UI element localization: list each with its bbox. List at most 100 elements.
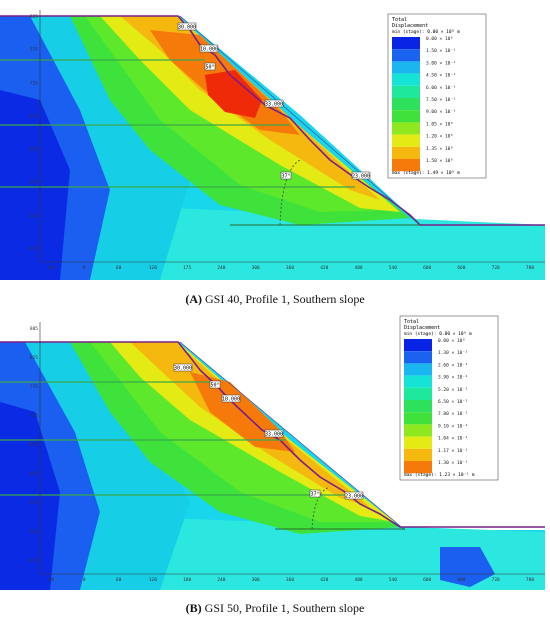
legend-swatch <box>404 387 432 400</box>
legend-swatch <box>392 134 420 147</box>
panel-a: 825 775 725 675 625 575 525 475 -60 0 60 120 175 240… <box>0 0 550 290</box>
y-tick-label: 575 <box>30 500 38 506</box>
legend-swatch <box>404 351 432 364</box>
legend-entry: 9.00 × 10⁻¹ <box>426 109 456 115</box>
legend-swatch <box>392 146 420 159</box>
x-tick-label: 420 <box>320 265 328 271</box>
legend-swatch <box>404 424 432 437</box>
legend-swatch <box>392 159 420 172</box>
x-tick-label: 175 <box>183 265 191 271</box>
displacement-contour-plot-b: 885 825 775 725 675 625 575 525 475 -60 0 60 120 180… <box>0 312 550 597</box>
label-bench-angle: 50° <box>205 65 214 71</box>
x-tick-label: 780 <box>526 265 534 271</box>
caption-b: (B) GSI 50, Profile 1, Southern slope <box>185 601 365 615</box>
label-bench-height: 10.000 <box>222 397 240 403</box>
y-tick-label: 475 <box>30 558 38 564</box>
x-tick-label: 120 <box>149 577 157 583</box>
x-tick-label: 600 <box>423 577 431 583</box>
dimension-labels: 30.000 50° 10.000 33.000 37° 23.000 <box>173 363 364 500</box>
legend-swatch <box>392 61 420 74</box>
legend-entry: 2.60 × 10⁻² <box>438 362 468 368</box>
y-tick-label: 625 <box>30 471 38 477</box>
x-tick-label: 360 <box>286 577 294 583</box>
x-tick-label: 0 <box>83 577 86 583</box>
legend-subtitle: Displacement <box>392 23 428 29</box>
legend: Total Displacement min (stage): 0.00 × 1… <box>387 13 487 179</box>
legend-entry: 0.00 × 10⁰ <box>438 338 465 344</box>
legend-entry: 6.00 × 10⁻¹ <box>426 85 456 91</box>
x-tick-label: 360 <box>286 265 294 271</box>
dimension-labels: 30.000 10.000 50° 33.000 37° 23.000 <box>177 22 371 180</box>
legend-title: Total <box>392 17 407 23</box>
x-tick-label: 540 <box>389 577 397 583</box>
x-tick-label: -60 <box>46 577 54 583</box>
legend-entry: 0.00 × 10⁰ <box>426 36 453 42</box>
x-tick-label: 240 <box>217 265 225 271</box>
x-tick-label: 60 <box>116 265 122 271</box>
displacement-contour-plot-a: 825 775 725 675 625 575 525 475 -60 0 60 120 175 240… <box>0 0 550 290</box>
x-tick-label: 300 <box>252 265 260 271</box>
legend-swatch <box>404 412 432 425</box>
legend-min: min (stage): 0.00 × 10⁰ m <box>392 29 460 35</box>
y-tick-label: 725 <box>30 413 38 419</box>
x-tick-label: 540 <box>389 265 397 271</box>
x-tick-label: 660 <box>457 577 465 583</box>
reference-line <box>179 15 421 226</box>
legend-swatch <box>404 436 432 449</box>
y-tick-label: 775 <box>30 47 38 53</box>
x-tick-label: 300 <box>252 577 260 583</box>
y-tick-labels: 825 775 725 675 625 575 525 475 <box>30 14 38 252</box>
label-overall-angle: 37° <box>310 492 319 498</box>
x-tick-label: 480 <box>355 577 363 583</box>
legend-max: max (stage): 1.49 × 10⁰ m <box>392 170 460 176</box>
label-bench-height: 10.000 <box>200 47 218 53</box>
y-tick-label: 625 <box>30 147 38 153</box>
y-tick-label: 525 <box>30 213 38 219</box>
legend-entry: 7.50 × 10⁻¹ <box>426 97 456 103</box>
legend: Total Displacement min (stage): 0.00 × 1… <box>399 315 499 481</box>
x-tick-label: 720 <box>492 265 500 271</box>
legend-title: Total <box>404 319 419 325</box>
legend-entry: 5.20 × 10⁻² <box>438 387 468 393</box>
label-bench-width-2: 33.000 <box>265 432 283 438</box>
x-tick-label: 180 <box>183 577 191 583</box>
legend-swatch <box>392 98 420 111</box>
legend-entry: 1.50 × 10⁰ <box>426 158 453 164</box>
x-tick-label: 660 <box>457 265 465 271</box>
x-tick-label: 240 <box>217 577 225 583</box>
label-bench-width-3: 23.000 <box>352 174 370 180</box>
label-overall-angle: 37° <box>281 174 290 180</box>
legend-subtitle: Displacement <box>404 325 440 331</box>
legend-entry: 1.17 × 10⁻¹ <box>438 448 468 454</box>
legend-swatch <box>404 375 432 388</box>
legend-swatch <box>392 73 420 86</box>
legend-entry: 4.50 × 10⁻¹ <box>426 73 456 79</box>
legend-entry: 1.05 × 10⁰ <box>426 121 453 127</box>
legend-swatch <box>404 339 432 352</box>
legend-swatch <box>392 37 420 50</box>
max-displacement-zone <box>205 70 262 118</box>
legend-entry: 1.30 × 10⁻¹ <box>438 460 468 466</box>
y-tick-label: 675 <box>30 113 38 119</box>
legend-swatch <box>404 461 432 474</box>
legend-min: min (stage): 0.00 × 10⁰ m <box>404 331 472 337</box>
legend-entry: 1.04 × 10⁻¹ <box>438 436 468 442</box>
legend-entry: 6.50 × 10⁻² <box>438 399 468 405</box>
label-bench-width-2: 33.000 <box>265 102 283 108</box>
label-bench-angle: 50° <box>210 383 219 389</box>
legend-entry: 3.00 × 10⁻¹ <box>426 60 456 66</box>
y-tick-label: 675 <box>30 442 38 448</box>
y-tick-label: 525 <box>30 529 38 535</box>
x-tick-label: 0 <box>83 265 86 271</box>
legend-entry: 1.30 × 10⁻² <box>438 350 468 356</box>
legend-entry: 1.50 × 10⁻¹ <box>426 48 456 54</box>
legend-entry: 9.10 × 10⁻² <box>438 423 468 429</box>
reference-line <box>179 341 406 531</box>
y-tick-label: 475 <box>30 246 38 252</box>
y-tick-label: 885 <box>30 326 38 332</box>
y-tick-label: 575 <box>30 180 38 186</box>
x-tick-label: -60 <box>46 265 54 271</box>
legend-swatch <box>392 122 420 135</box>
y-tick-label: 825 <box>30 14 38 20</box>
legend-max: max (stage): 1.23 × 10⁻¹ m <box>404 472 475 478</box>
